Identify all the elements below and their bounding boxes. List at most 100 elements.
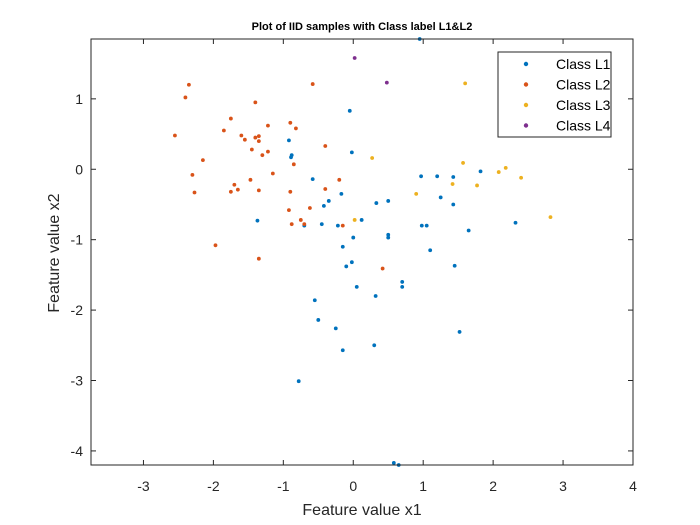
data-point-class-l1 [296,379,301,384]
data-point-class-l1 [354,284,359,289]
data-point-class-l2 [249,147,254,152]
data-point-class-l2 [302,222,307,227]
data-point-class-l4 [384,80,389,85]
x-tick-label: 3 [559,478,567,494]
data-point-class-l2 [337,177,342,182]
legend-marker-class-l4 [523,123,529,128]
data-point-class-l1 [287,138,291,143]
data-point-class-l1 [351,235,356,240]
x-tick-label: -3 [137,478,150,494]
data-point-class-l2 [242,137,247,142]
data-point-class-l2 [307,206,312,210]
data-point-class-l1 [419,223,424,228]
data-point-class-l2 [266,123,270,128]
data-point-class-l1 [451,175,456,179]
data-point-class-l1 [452,263,457,268]
data-point-class-l2 [248,177,253,182]
data-point-class-l1 [319,222,324,227]
y-tick-label: -4 [71,443,84,459]
data-point-class-l1 [349,260,354,265]
data-point-class-l2 [340,223,345,228]
data-point-class-l1 [386,235,391,240]
data-point-class-l2 [289,222,294,227]
data-point-class-l1 [424,223,429,228]
data-point-class-l3 [370,156,375,160]
data-point-class-l1 [391,460,396,465]
data-point-class-l1 [400,280,405,284]
data-point-class-l1 [347,108,352,113]
legend-label-class-l2: Class L2 [556,77,611,93]
x-tick-label: -1 [277,478,290,494]
data-point-class-l2 [239,133,244,138]
data-point-class-l1 [289,155,293,160]
legend-label-class-l4: Class L4 [556,118,611,134]
data-point-class-l2 [190,172,195,177]
legend-label-class-l3: Class L3 [556,97,611,113]
data-point-class-l2 [235,187,240,192]
data-point-class-l1 [466,228,471,233]
data-point-class-l2 [232,182,237,187]
data-point-class-l2 [221,128,226,133]
y-tick-label: -1 [71,232,84,248]
data-point-class-l1 [333,326,338,331]
data-point-class-l1 [339,192,344,196]
data-point-class-l2 [200,158,205,163]
data-point-class-l3 [461,161,465,165]
data-point-class-l2 [287,208,291,213]
axis-ticks: -3 -2 -1 0 1 2 3 4 -4 -3 -2 -1 0 1 [71,39,637,494]
data-point-class-l3 [519,175,524,180]
data-point-class-l2 [288,120,293,125]
y-axis-label: Feature value x2 [46,193,63,312]
data-point-class-l2 [228,189,233,194]
data-point-class-l1 [428,248,433,253]
chart-title: Plot of IID samples with Class label L1&… [252,21,473,33]
data-point-class-l2 [253,100,258,105]
data-point-class-l1 [310,177,315,182]
data-point-class-l2 [291,162,296,167]
data-point-class-l1 [438,195,443,200]
data-point-class-l2 [256,256,261,261]
data-point-class-l2 [323,144,328,148]
data-point-class-l1 [349,150,354,155]
legend-box [497,51,612,138]
data-point-class-l1 [316,318,321,322]
data-point-class-l1 [340,244,345,249]
data-point-class-l2 [192,190,197,195]
data-point-class-l2 [294,126,298,131]
data-point-class-l3 [496,170,501,174]
data-point-class-l2 [310,82,315,86]
x-axis-label: Feature value x1 [302,502,421,519]
legend-label-class-l1: Class L1 [556,56,611,72]
data-point-class-l1 [373,294,378,298]
data-point-class-l1 [374,201,379,205]
data-point-class-l1 [386,199,391,203]
data-point-class-l1 [255,218,260,223]
x-tick-label: 1 [419,478,427,494]
data-point-class-l1 [419,174,423,179]
data-point-class-l2 [256,134,261,139]
data-point-class-l2 [253,135,258,140]
data-point-class-l3 [503,165,508,170]
data-point-class-l1 [478,169,483,174]
data-point-class-l1 [457,330,462,334]
x-tick-label: 2 [489,478,497,494]
data-point-class-l1 [513,220,518,225]
legend-marker-class-l2 [523,82,529,87]
data-point-class-l1 [312,298,317,303]
data-point-class-l1 [344,264,349,269]
y-tick-label: -2 [71,302,84,318]
data-point-class-l2 [187,82,191,87]
y-tick-label: 0 [75,161,83,177]
data-point-class-l2 [270,171,275,176]
data-point-class-l2 [256,188,261,193]
data-point-class-l1 [400,284,405,289]
data-point-class-l3 [548,215,553,220]
legend: Class L1 Class L2 Class L3 Class L4 [497,51,612,138]
data-point-class-l2 [213,243,218,248]
legend-marker-class-l3 [523,102,529,108]
data-point-class-l2 [256,139,261,143]
data-point-class-l2 [298,218,303,222]
data-point-class-l3 [414,192,419,196]
legend-marker-class-l1 [523,61,529,67]
